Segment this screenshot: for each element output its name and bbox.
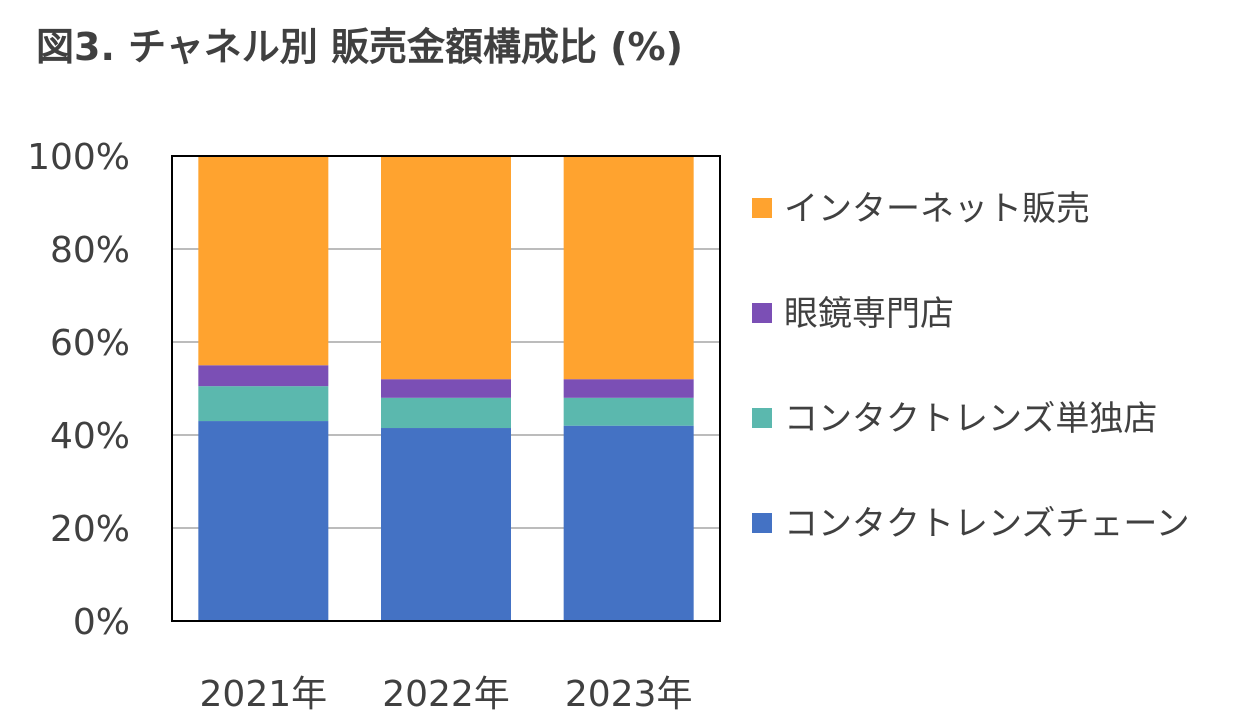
- legend-label: コンタクトレンズチェーン: [784, 504, 1190, 544]
- bars: [198, 156, 694, 621]
- legend-swatch: [752, 303, 772, 323]
- x-tick-label: 2021年: [200, 674, 328, 715]
- bar-segment: [381, 428, 511, 621]
- y-tick-label: 0%: [73, 602, 130, 643]
- legend-label: 眼鏡専門店: [784, 294, 954, 334]
- y-tick-label: 60%: [50, 323, 130, 364]
- bar-segment: [563, 397, 694, 426]
- x-axis-ticks: 2021年 2022年 2023年: [200, 674, 693, 715]
- bar-segment: [381, 156, 511, 380]
- bar-segment: [381, 379, 511, 398]
- legend-label: インターネット販売: [784, 189, 1090, 229]
- bar-segment: [198, 386, 329, 422]
- bar-segment: [563, 425, 694, 621]
- plot-frame: [171, 155, 721, 622]
- legend-swatch: [752, 513, 772, 533]
- x-tick-label: 2022年: [382, 674, 510, 715]
- y-tick-label: 20%: [50, 509, 130, 550]
- legend-swatch: [752, 198, 772, 218]
- chart-title: 図3. チャネル別 販売金額構成比 (%): [36, 25, 683, 69]
- bar-segment: [198, 156, 329, 366]
- y-tick-label: 80%: [50, 230, 130, 271]
- bar-segment: [198, 365, 329, 387]
- bar-segment: [381, 397, 511, 429]
- bar-segment: [563, 156, 694, 380]
- y-tick-label: 100%: [27, 137, 130, 178]
- legend-label: コンタクトレンズ単独店: [784, 399, 1157, 439]
- y-tick-label: 40%: [50, 416, 130, 457]
- y-axis-ticks: 0% 20% 40% 60% 80% 100%: [27, 137, 130, 643]
- bar-segment: [563, 379, 694, 398]
- bar-segment: [198, 421, 329, 621]
- x-tick-label: 2023年: [565, 674, 693, 715]
- legend-swatch: [752, 408, 772, 428]
